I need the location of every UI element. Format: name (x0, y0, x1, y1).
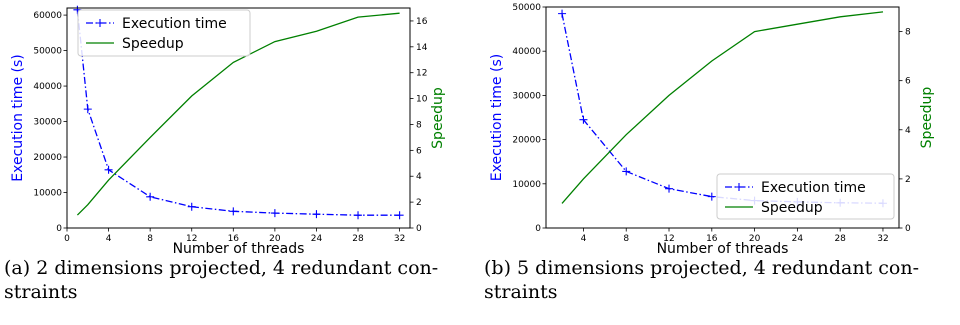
y-tick-label: 30000 (512, 91, 541, 101)
y-tick-label: 10000 (512, 180, 541, 190)
execution-time-point (707, 192, 716, 201)
caption-a: (a) 2 dimensions projected, 4 redundant … (4, 257, 439, 303)
legend-execution-time-label: Execution time (761, 180, 866, 196)
x-axis-label: Number of threads (173, 241, 305, 256)
y2-axis-label: Speedup (919, 87, 935, 149)
execution-time-point (622, 167, 631, 176)
x-tick-label: 4 (581, 234, 587, 244)
y2-tick-label: 14 (416, 43, 428, 53)
caption-b: (b) 5 dimensions projected, 4 redundant … (484, 257, 919, 303)
legend-speedup-label: Speedup (122, 36, 184, 52)
execution-time-point (558, 9, 567, 18)
y-axis-label: Execution time (s) (10, 54, 26, 181)
y-tick-label: 0 (56, 224, 62, 234)
y2-tick-label: 2 (905, 175, 911, 185)
execution-time-point (187, 202, 196, 211)
x-tick-label: 20 (749, 234, 761, 244)
x-axis-label: Number of threads (657, 241, 789, 256)
y2-tick-label: 16 (416, 17, 428, 27)
x-tick-label: 16 (228, 234, 240, 244)
y2-tick-label: 0 (416, 224, 422, 234)
execution-time-point (312, 210, 321, 219)
chart-a: 0 4 8 12 16 20 24 28 320100002000030000400005000… (10, 5, 446, 256)
y2-tick-label: 8 (416, 120, 422, 130)
x-tick-label: 32 (394, 234, 405, 244)
execution-time-point (83, 105, 92, 114)
series-speedup-line (76, 12, 400, 216)
y-tick-label: 0 (535, 224, 541, 234)
y-tick-label: 30000 (33, 118, 62, 128)
legend: Execution time Speedup (716, 173, 895, 220)
y-tick-label: 20000 (512, 136, 541, 146)
x-tick-label: 0 (64, 234, 70, 244)
x-tick-label: 8 (623, 234, 629, 244)
x-tick-label: 12 (663, 234, 674, 244)
y-tick-label: 40000 (33, 82, 62, 92)
execution-time-point (146, 192, 155, 201)
figure: 0 4 8 12 16 20 24 28 320100002000030000400005000… (10, 3, 935, 256)
x-tick-label: 24 (792, 234, 804, 244)
legend-box (77, 9, 251, 57)
y2-tick-label: 10 (416, 95, 428, 105)
series-execution-time-line (76, 9, 400, 216)
y2-tick-label: 12 (416, 69, 427, 79)
y2-tick-label: 2 (416, 198, 422, 208)
plot-frame (66, 7, 411, 229)
y-tick-label: 40000 (512, 47, 541, 57)
y-tick-label: 10000 (33, 189, 62, 199)
x-tick-label: 28 (352, 234, 364, 244)
y2-tick-label: 4 (905, 126, 911, 136)
plot-frame (545, 6, 900, 229)
legend-execution-time-label: Execution time (122, 16, 227, 32)
y-axis-label: Execution time (s) (489, 54, 505, 181)
chart-b: 4 8 12 16 20 24 28 3201000020000300004000050000… (489, 3, 935, 256)
y2-tick-label: 4 (416, 172, 422, 182)
x-tick-label: 8 (147, 234, 153, 244)
legend: Execution time Speedup (77, 9, 251, 57)
x-tick-label: 20 (269, 234, 281, 244)
x-tick-label: 4 (106, 234, 112, 244)
legend-execution-time-marker (735, 183, 743, 191)
legend-execution-time-marker (96, 19, 104, 27)
execution-time-point (270, 209, 279, 218)
x-tick-label: 12 (186, 234, 197, 244)
x-tick-label: 16 (706, 234, 718, 244)
y2-tick-label: 6 (905, 77, 911, 87)
legend-speedup-label: Speedup (761, 200, 823, 216)
x-tick-label: 24 (311, 234, 323, 244)
execution-time-point (229, 207, 238, 216)
y-tick-label: 60000 (33, 11, 62, 21)
x-tick-label: 32 (877, 234, 888, 244)
y-tick-label: 50000 (512, 3, 541, 13)
legend-box (716, 173, 895, 220)
y2-tick-label: 6 (416, 146, 422, 156)
x-tick-label: 28 (834, 234, 846, 244)
y-tick-label: 20000 (33, 153, 62, 163)
y2-axis-label: Speedup (430, 87, 446, 149)
y-tick-label: 50000 (33, 47, 62, 57)
execution-time-point (354, 211, 363, 220)
execution-time-point (665, 184, 674, 193)
y2-tick-label: 0 (905, 224, 911, 234)
series-speedup-line (561, 11, 884, 204)
execution-time-point (579, 115, 588, 124)
y2-tick-label: 8 (905, 28, 911, 38)
execution-time-point (104, 165, 113, 174)
execution-time-point (395, 211, 404, 220)
